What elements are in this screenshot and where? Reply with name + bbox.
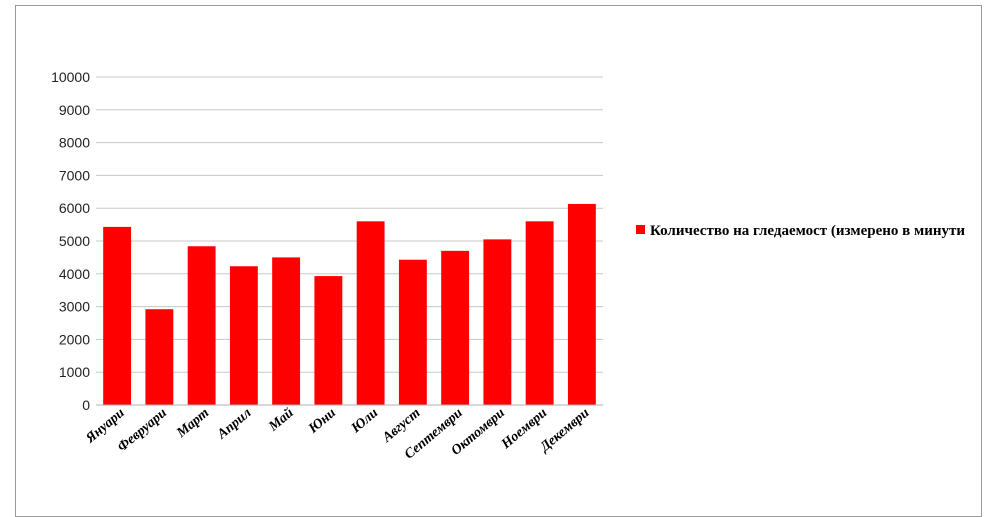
y-tick-label: 6000 [59, 200, 90, 216]
bar [229, 266, 258, 405]
bar [525, 221, 554, 405]
y-tick-label: 7000 [59, 167, 90, 183]
bar [103, 226, 132, 405]
x-tick-label: Юли [348, 405, 381, 436]
y-axis-ticks: 0 1000 2000 3000 4000 5000 6000 7000 8000 9000 100… [51, 69, 90, 413]
y-tick-label: 0 [82, 397, 90, 413]
bars [103, 203, 596, 405]
y-tick-label: 1000 [59, 364, 90, 380]
x-tick-label: Юни [305, 405, 339, 437]
bar [145, 309, 174, 405]
y-tick-label: 10000 [51, 69, 90, 85]
legend-label: Количество на гледаемост (измерено в мин… [650, 223, 965, 239]
bar [272, 257, 301, 405]
y-tick-label: 5000 [59, 233, 90, 249]
legend: Количество на гледаемост (измерено в мин… [636, 223, 965, 239]
bar [441, 250, 470, 405]
legend-swatch [636, 225, 645, 234]
bar [398, 259, 427, 405]
y-tick-label: 9000 [59, 102, 90, 118]
x-tick-label: Март [173, 406, 212, 442]
y-tick-label: 3000 [59, 299, 90, 315]
bar [567, 203, 596, 405]
y-tick-label: 4000 [59, 266, 90, 282]
bar [187, 246, 216, 405]
bar [483, 239, 512, 405]
x-tick-label: Април [214, 406, 254, 443]
bar [314, 276, 343, 405]
bar [356, 221, 385, 405]
y-tick-label: 8000 [59, 135, 90, 151]
y-tick-label: 2000 [59, 331, 90, 347]
x-tick-label: Май [266, 405, 297, 435]
